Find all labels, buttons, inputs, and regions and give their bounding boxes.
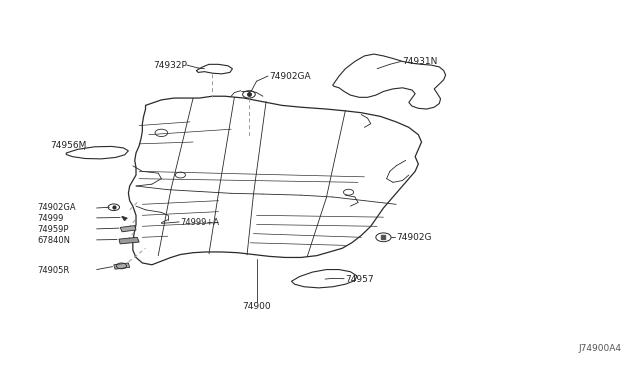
Text: 74902GA: 74902GA <box>38 203 76 212</box>
Polygon shape <box>114 263 130 269</box>
Text: 74900: 74900 <box>243 302 271 311</box>
Polygon shape <box>119 237 139 244</box>
Polygon shape <box>291 270 356 288</box>
Text: 74902GA: 74902GA <box>269 71 311 81</box>
Text: 74957: 74957 <box>346 275 374 284</box>
Polygon shape <box>66 147 129 159</box>
Polygon shape <box>196 64 232 74</box>
Polygon shape <box>120 225 136 232</box>
Polygon shape <box>129 96 422 265</box>
Text: 74956M: 74956M <box>51 141 87 150</box>
Text: 74999+A: 74999+A <box>180 218 220 227</box>
Text: 74902G: 74902G <box>396 233 431 242</box>
Text: 74905R: 74905R <box>38 266 70 275</box>
Text: 74959P: 74959P <box>38 225 69 234</box>
Text: 74932P: 74932P <box>153 61 187 70</box>
Text: J74900A4: J74900A4 <box>579 344 621 353</box>
Text: 74999: 74999 <box>38 215 64 224</box>
Text: 74931N: 74931N <box>403 57 438 66</box>
Polygon shape <box>333 54 445 109</box>
Polygon shape <box>122 217 127 221</box>
Text: 67840N: 67840N <box>38 237 70 246</box>
